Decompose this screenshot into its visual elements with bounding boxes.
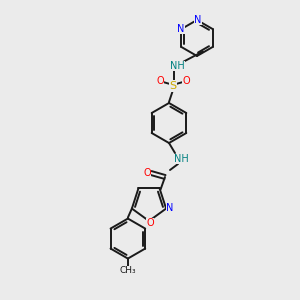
- Text: N: N: [167, 202, 174, 213]
- Text: O: O: [143, 168, 151, 178]
- Text: O: O: [156, 76, 164, 86]
- Text: O: O: [182, 76, 190, 86]
- Text: N: N: [194, 15, 202, 25]
- Text: NH: NH: [169, 61, 184, 71]
- Text: N: N: [177, 24, 184, 34]
- Text: O: O: [146, 218, 154, 228]
- Text: CH₃: CH₃: [120, 266, 136, 275]
- Text: S: S: [169, 81, 177, 91]
- Text: NH: NH: [174, 154, 188, 164]
